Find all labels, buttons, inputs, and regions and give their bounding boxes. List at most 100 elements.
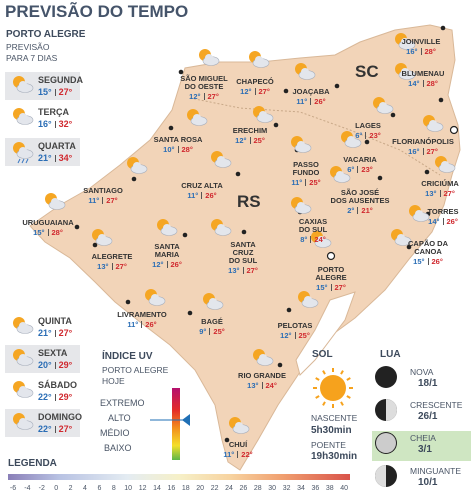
moon-phase-name: CHEIA (410, 433, 436, 443)
day-name: SEXTA (38, 348, 68, 358)
moon-phase-date: 10/1 (418, 477, 438, 488)
separator (54, 155, 56, 162)
sun-ray (346, 377, 351, 381)
max-temp: 27° (106, 196, 118, 205)
city-name: CHAPECÓ (236, 77, 274, 86)
max-temp: 27° (443, 189, 455, 198)
city-name: SANTA ROSA (153, 135, 203, 144)
separator (439, 190, 441, 197)
separator (54, 426, 56, 433)
min-temp: 6° (347, 165, 355, 174)
cloud-icon (429, 120, 437, 128)
city-marker (74, 224, 80, 230)
cloud-icon (217, 224, 225, 232)
max-temp: 26° (205, 191, 217, 200)
lagoon (295, 291, 356, 376)
uv-pointer (182, 414, 190, 426)
legend-tick: 2 (68, 485, 73, 492)
city-name: TORRES (427, 207, 459, 216)
cloud-icon (133, 162, 141, 170)
max-temp: 27° (207, 92, 219, 101)
state-label: RS (237, 192, 261, 211)
city-name: LIVRAMENTO (117, 310, 167, 319)
sun-ray (315, 395, 320, 399)
day-temps: 20° 29° (38, 361, 72, 370)
sunrise-time: 5h30min (311, 425, 352, 436)
min-temp: 12° (152, 260, 164, 269)
separator (237, 451, 239, 458)
cloud-icon (297, 202, 305, 210)
sun-ray (322, 401, 326, 406)
city-temps: 13° 27° (72, 263, 152, 271)
moon-phase-date: 18/1 (418, 378, 438, 389)
legend-tick: 30 (268, 485, 277, 492)
separator (420, 48, 422, 55)
state-label: SC (355, 62, 379, 81)
separator (111, 263, 113, 270)
city-temps: 14° 26° (403, 218, 473, 226)
separator (305, 179, 307, 186)
min-temp: 12° (280, 331, 292, 340)
separator (242, 267, 244, 274)
city-temps: 8° 24° (273, 236, 353, 244)
separator (249, 137, 251, 144)
separator (54, 394, 56, 401)
city-name: PORTO (317, 265, 345, 274)
city-name: MARIA (154, 250, 180, 259)
city-marker (283, 88, 289, 94)
moon-phase-date: 3/1 (418, 444, 432, 455)
cloud-icon (51, 198, 59, 206)
min-temp: 6° (355, 131, 363, 140)
uv-level: BAIXO (104, 443, 132, 453)
max-temp: 24° (265, 381, 277, 390)
city-temps: 12° 27° (164, 93, 244, 101)
city-marker (334, 83, 340, 89)
city-marker (438, 97, 444, 103)
min-temp: 11° (291, 178, 303, 187)
rain-icon (25, 158, 29, 164)
city-name: ALEGRETE (91, 252, 133, 261)
separator (294, 332, 296, 339)
cloud-icon (259, 354, 267, 362)
city-name: JOAÇABA (292, 87, 330, 96)
moon-phase-icon (375, 366, 397, 388)
max-temp: 27° (58, 328, 73, 338)
city-temps: 6° 23° (328, 132, 408, 140)
legend-tick: 32 (282, 485, 291, 492)
day-name: QUINTA (38, 316, 72, 326)
separator (102, 197, 104, 204)
max-temp: 26° (431, 257, 443, 266)
city-name: SANTA (154, 242, 180, 251)
city-temps: 14° 28° (383, 80, 463, 88)
separator (330, 284, 332, 291)
city-marker (187, 310, 193, 316)
min-temp: 14° (428, 217, 440, 226)
forecast-location: PORTO ALEGRE (6, 29, 86, 40)
city-marker (377, 175, 383, 181)
min-temp: 15° (413, 257, 425, 266)
city-marker (168, 125, 174, 131)
cloud-icon (19, 113, 27, 121)
city-marker (440, 25, 446, 31)
max-temp: 22° (241, 450, 253, 459)
city-marker (424, 169, 430, 175)
cloud-icon (151, 294, 159, 302)
separator (310, 98, 312, 105)
separator (422, 148, 424, 155)
legend-tick: 8 (111, 485, 116, 492)
separator (310, 236, 312, 243)
cloud-icon (297, 141, 305, 149)
city-temps: 13° 27° (400, 190, 473, 198)
min-temp: 15° (33, 228, 45, 237)
moon-phase-name: MINGUANTE (410, 466, 461, 476)
day-name: SÁBADO (38, 380, 78, 390)
day-temps: 21° 27° (38, 329, 72, 338)
cloud-icon (163, 224, 171, 232)
sun-ray (346, 395, 351, 399)
city-marker (326, 251, 336, 261)
city-temps: 11° 25° (266, 179, 346, 187)
city-marker (178, 69, 184, 75)
city-temps: 16° 27° (383, 148, 463, 156)
separator (365, 132, 367, 139)
